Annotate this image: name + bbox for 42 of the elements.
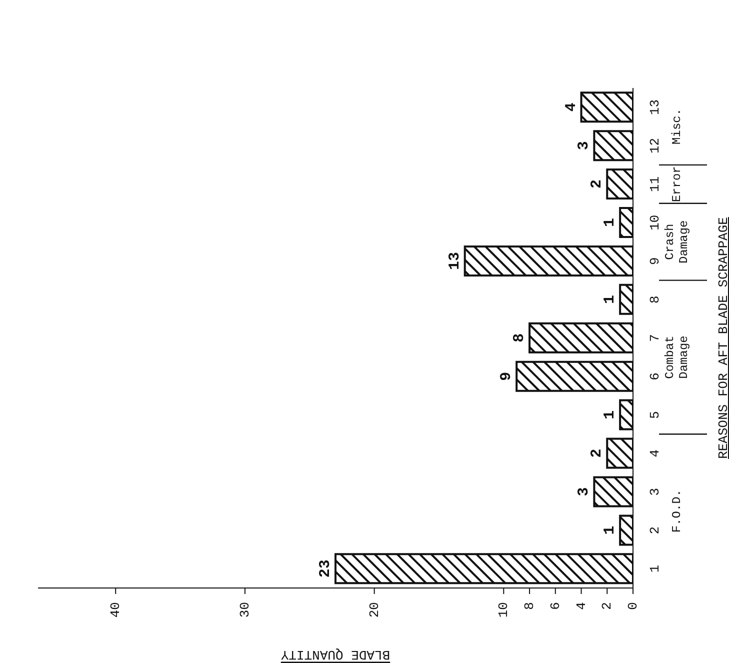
data-label: 1 xyxy=(602,294,619,304)
x-tick-label: 0 xyxy=(626,602,640,610)
data-label: 1 xyxy=(602,410,619,420)
y-tick-label: 2 xyxy=(648,526,662,534)
y-tick-label: 6 xyxy=(648,372,662,380)
x-tick-label: 8 xyxy=(522,602,538,610)
x-tick-label: 40 xyxy=(108,602,124,618)
y-tick-label: 8 xyxy=(648,296,662,304)
data-label: 4 xyxy=(562,102,580,112)
y-tick-label: 1 xyxy=(648,564,662,573)
x-tick-label: 2 xyxy=(600,602,615,610)
text: Misc. xyxy=(670,108,684,144)
y-axis-title: REASONS FOR AFT BLADE SCRAPPAGE xyxy=(716,216,729,459)
y-tick-label: 12 xyxy=(648,138,662,154)
data-label: 1 xyxy=(602,526,619,535)
y-tick-label: 7 xyxy=(648,334,662,342)
x-tick-label: 4 xyxy=(574,602,589,610)
y-tick-label: 10 xyxy=(648,214,662,230)
y-tick-label: 11 xyxy=(648,176,662,192)
x-tick-label: 20 xyxy=(366,602,382,618)
text: Combat Damage xyxy=(663,336,691,379)
x-tick-label: 30 xyxy=(237,602,252,618)
x-axis-title: BLADE QUANTITY xyxy=(280,647,390,662)
data-label: 3 xyxy=(576,487,593,496)
y-tick-label: 5 xyxy=(648,411,662,419)
x-tick-label: 6 xyxy=(548,602,563,610)
data-label: 8 xyxy=(511,333,528,342)
y-tick-label: 13 xyxy=(648,99,662,116)
text: Crash Damage xyxy=(663,220,691,264)
data-label: 13 xyxy=(446,252,464,270)
data-label: 9 xyxy=(498,372,516,381)
data-label: 2 xyxy=(588,448,606,458)
y-tick-label: 9 xyxy=(648,257,662,265)
y-tick-label: 4 xyxy=(648,449,662,458)
data-label: 23 xyxy=(317,560,334,578)
data-label: 1 xyxy=(602,218,619,228)
x-tick-label: 10 xyxy=(496,602,512,618)
data-label: 2 xyxy=(588,180,606,189)
text: Error xyxy=(670,166,684,202)
text: F.O.D. xyxy=(670,489,684,533)
data-label: 3 xyxy=(576,141,593,150)
y-tick-label: 3 xyxy=(648,488,662,496)
